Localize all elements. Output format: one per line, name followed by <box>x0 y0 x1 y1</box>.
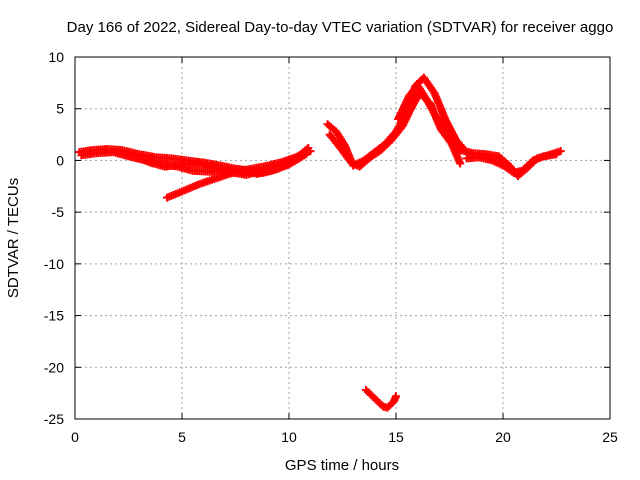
chart-title: Day 166 of 2022, Sidereal Day-to-day VTE… <box>67 19 614 36</box>
y-tick-label: -10 <box>44 256 64 272</box>
plot-frame <box>74 56 611 420</box>
data-point <box>556 147 565 156</box>
x-axis-label: GPS time / hours <box>285 457 399 474</box>
series-trace-d <box>163 147 315 202</box>
data-point <box>306 147 315 156</box>
axis-ticks <box>74 56 611 420</box>
y-tick-label: -20 <box>44 359 64 375</box>
series-trace-j <box>362 386 400 412</box>
y-tick-label: 5 <box>56 101 64 117</box>
y-tick-label: -5 <box>52 204 65 220</box>
data-series <box>75 73 565 412</box>
x-tick-label: 0 <box>71 429 79 445</box>
x-tick-label: 20 <box>495 429 511 445</box>
series-trace-i <box>462 150 561 177</box>
data-point <box>552 150 561 159</box>
data-point <box>456 159 465 168</box>
y-tick-labels: 10 5 0 -5 -10 -15 -20 -25 <box>44 49 64 427</box>
y-tick-label: -25 <box>44 411 64 427</box>
x-tick-label: 15 <box>388 429 404 445</box>
data-point <box>392 392 400 401</box>
x-tick-labels: 0 5 10 15 20 25 <box>71 429 618 445</box>
x-tick-label: 5 <box>178 429 186 445</box>
series-trace-h <box>456 146 565 180</box>
y-tick-label: 10 <box>48 49 64 65</box>
y-tick-label: 0 <box>56 152 64 168</box>
grid <box>75 57 610 419</box>
y-axis-label: SDTVAR / TECUs <box>5 178 22 298</box>
x-tick-label: 10 <box>281 429 297 445</box>
x-tick-label: 25 <box>602 429 618 445</box>
y-tick-label: -15 <box>44 308 64 324</box>
